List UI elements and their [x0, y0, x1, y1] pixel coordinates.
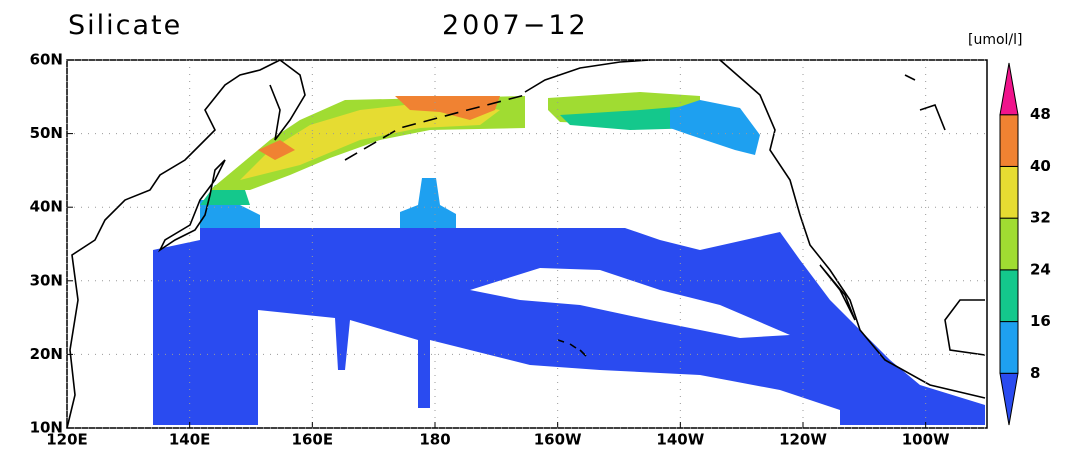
region	[395, 96, 500, 120]
colorbar-segment	[999, 321, 1019, 374]
colorbar-high	[999, 62, 1019, 116]
coastline	[269, 59, 306, 141]
lat-label: 50N	[30, 124, 63, 142]
colorbar-segment	[999, 165, 1019, 219]
lat-label: 20N	[30, 345, 63, 363]
region	[400, 178, 456, 228]
title: Silicate	[68, 10, 182, 41]
region	[200, 200, 260, 228]
colorbar-segment	[999, 269, 1019, 323]
colorbar-label: 48	[1030, 105, 1051, 123]
region	[258, 140, 295, 160]
coastline	[66, 59, 281, 429]
colorbar-label: 16	[1030, 312, 1051, 330]
region	[470, 268, 790, 338]
colorbar-low	[999, 372, 1019, 426]
lat-label: 30N	[30, 271, 63, 289]
colorbar-segment	[999, 217, 1019, 271]
unit: [umol/l]	[968, 32, 1023, 48]
lon-label: 140W	[656, 431, 704, 449]
map-frame	[66, 59, 988, 429]
colorbar-label: 40	[1030, 157, 1051, 175]
colorbar-segment	[999, 114, 1019, 167]
colorbar-label: 24	[1030, 260, 1051, 278]
lon-label: 160E	[292, 431, 334, 449]
region	[670, 100, 760, 155]
coastline	[157, 159, 226, 253]
coastline	[344, 94, 526, 161]
lon-label: 140E	[169, 431, 211, 449]
coastline	[524, 59, 986, 399]
lon-label: 120E	[46, 431, 88, 449]
lat-label: 60N	[30, 51, 63, 69]
region	[560, 105, 700, 130]
lon-label: 160W	[534, 431, 582, 449]
lon-label: 180	[419, 431, 450, 449]
lat-label: 40N	[30, 198, 63, 216]
lat-label: 10N	[30, 419, 63, 437]
date: 2007−12	[442, 10, 589, 41]
coastlines	[66, 59, 986, 429]
field	[153, 92, 985, 425]
lon-label: 120W	[779, 431, 827, 449]
lon-label: 100W	[902, 431, 950, 449]
coastline	[819, 74, 986, 356]
colorbar-label: 8	[1030, 364, 1040, 382]
coastline	[557, 339, 587, 357]
region	[240, 100, 500, 180]
region	[153, 228, 985, 425]
colorbar-label: 32	[1030, 209, 1051, 227]
